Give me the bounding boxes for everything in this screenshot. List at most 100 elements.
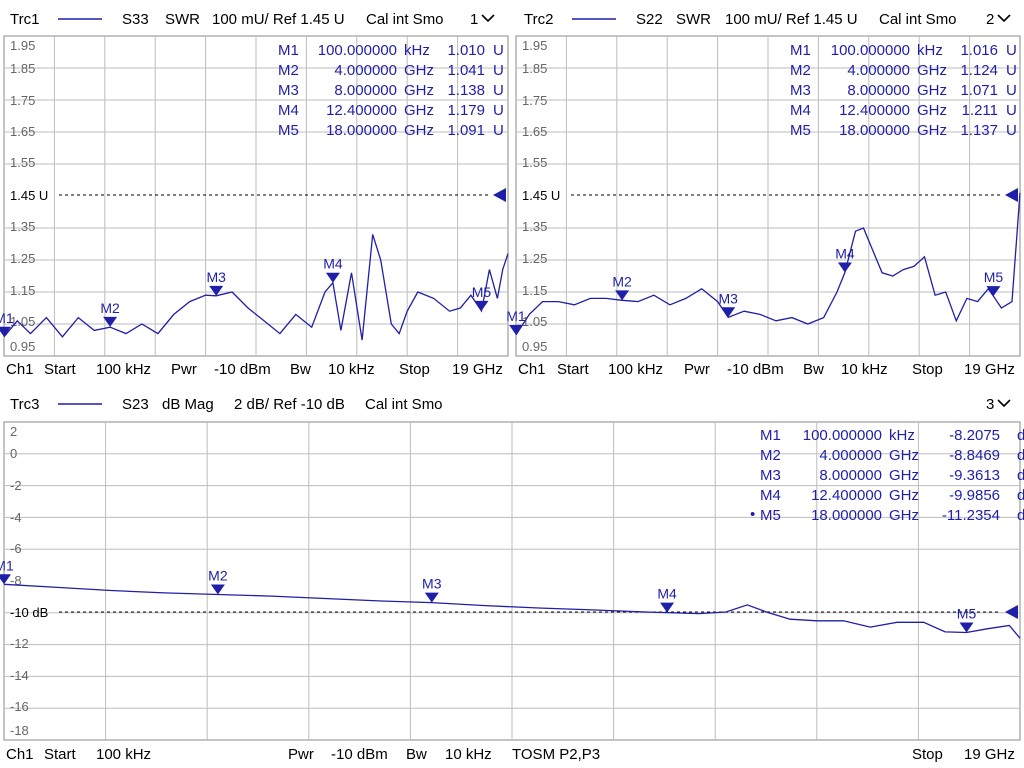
marker-m3[interactable]: M3 [718,290,738,318]
marker-triangle-icon [509,324,523,335]
footer-power-value[interactable]: -10 dBm [214,361,271,378]
marker-m1[interactable]: M1 [506,308,526,335]
marker-freq-unit: kHz [404,42,430,59]
trace-label: Trc3 [10,396,39,413]
footer-stop-value[interactable]: 19 GHz [964,361,1015,378]
footer-start-value[interactable]: 100 kHz [608,361,663,378]
cal-label: Cal int Smo [879,11,957,28]
footer-start-value[interactable]: 100 kHz [96,746,151,763]
footer-stop-value[interactable]: 19 GHz [964,746,1015,763]
marker-freq: 12.400000 [839,102,910,119]
marker-triangle-icon [986,286,1001,297]
marker-value: 1.211 [962,102,998,119]
marker-name: M2 [760,447,781,464]
marker-m3[interactable]: M3 [422,576,442,603]
footer-power-value[interactable]: -10 dBm [331,746,388,763]
marker-freq-unit: GHz [404,82,434,99]
footer-channel: Ch1 [518,361,546,378]
footer-bw-label: Bw [803,361,824,378]
footer-bw-value[interactable]: 10 kHz [445,746,492,763]
marker-label: M2 [100,300,120,316]
footer-power-label: Pwr [171,361,197,378]
marker-label: M5 [472,284,492,300]
marker-value-unit: dB [1017,467,1024,484]
y-tick-label: 1.35 [522,219,547,234]
marker-m5[interactable]: M5 [472,284,492,311]
marker-table-row: M5 18.000000 GHz 1.137 U [790,122,1017,139]
marker-value: -11.2354 [942,507,1000,524]
y-tick-label: 1.85 [522,61,547,76]
y-tick-label: -8 [10,573,22,588]
marker-value: 1.041 [447,62,485,79]
marker-table-row: M4 12.400000 GHz -9.9856 dB [760,487,1024,504]
marker-m2[interactable]: M2 [100,300,120,327]
chevron-down-icon[interactable] [481,14,495,23]
marker-name: M1 [760,427,781,444]
marker-value: 1.010 [447,42,485,59]
chevron-down-icon[interactable] [997,399,1011,408]
marker-value-unit: U [493,122,504,139]
footer-bw-value[interactable]: 10 kHz [841,361,888,378]
marker-triangle-icon [325,272,340,283]
marker-label: M2 [208,567,228,583]
reference-arrow-icon[interactable] [1005,605,1018,619]
footer-bw-value[interactable]: 10 kHz [328,361,375,378]
footer-stop-label: Stop [912,361,943,378]
marker-value-unit: U [1006,42,1017,59]
marker-m4[interactable]: M4 [835,245,855,273]
marker-name: M1 [278,42,299,59]
marker-m5[interactable]: M5 [984,269,1004,297]
chevron-down-icon[interactable] [997,14,1011,23]
y-tick-label: 1.35 [10,219,35,234]
marker-freq: 12.400000 [811,487,882,504]
marker-label: M4 [323,256,343,272]
panel-p3: Trc3 S23 dB Mag 2 dB/ Ref -10 dB Cal int Smo… [0,396,1024,763]
marker-triangle-icon [959,622,974,633]
marker-m1[interactable]: M1 [0,557,14,585]
marker-triangle-icon [209,285,224,296]
marker-freq-unit: GHz [917,102,947,119]
footer-power-value[interactable]: -10 dBm [727,361,784,378]
sparam-label: S33 [122,11,149,28]
marker-label: M1 [0,557,14,573]
marker-m4[interactable]: M4 [323,256,343,283]
marker-freq: 8.000000 [819,467,882,484]
marker-table-row: M2 4.000000 GHz -8.8469 dB [760,447,1024,464]
marker-value: -8.2075 [949,427,1000,444]
footer-channel: Ch1 [6,361,34,378]
marker-label: M1 [0,310,14,326]
marker-value-unit: U [1006,122,1017,139]
marker-table-row: • M5 18.000000 GHz -11.2354 dB [750,506,1024,524]
y-tick-label: 1.25 [10,251,35,266]
marker-m2[interactable]: M2 [208,567,228,595]
y-tick-label: 0 [10,446,17,461]
y-tick-label: 1.95 [522,38,547,53]
marker-triangle-icon [424,592,439,603]
marker-freq: 4.000000 [819,447,882,464]
marker-label: M3 [206,269,226,285]
reference-arrow-icon[interactable] [1005,188,1018,202]
marker-freq: 8.000000 [847,82,910,99]
marker-m5[interactable]: M5 [957,605,977,633]
marker-m1[interactable]: M1 [0,310,14,337]
marker-m2[interactable]: M2 [612,273,632,301]
marker-value: 1.138 [447,82,485,99]
marker-label: M4 [657,586,677,602]
y-tick-label: 1.85 [10,61,35,76]
marker-m4[interactable]: M4 [657,586,677,613]
marker-label: M5 [984,269,1004,285]
marker-m3[interactable]: M3 [206,269,226,296]
y-tick-label: 1.65 [522,124,547,139]
marker-table-row: M3 8.000000 GHz 1.138 U [278,82,504,99]
marker-name: M4 [790,102,811,119]
footer-start-value[interactable]: 100 kHz [96,361,151,378]
marker-value: 1.137 [960,122,998,139]
footer-stop-value[interactable]: 19 GHz [452,361,503,378]
marker-freq-unit: GHz [917,122,947,139]
y-tick-label: 1.65 [10,124,35,139]
reference-arrow-icon[interactable] [493,188,506,202]
scale-label: 100 mU/ Ref 1.45 U [212,11,345,28]
marker-label: M3 [422,576,442,592]
marker-table-row: M3 8.000000 GHz -9.3613 dB [760,467,1024,484]
